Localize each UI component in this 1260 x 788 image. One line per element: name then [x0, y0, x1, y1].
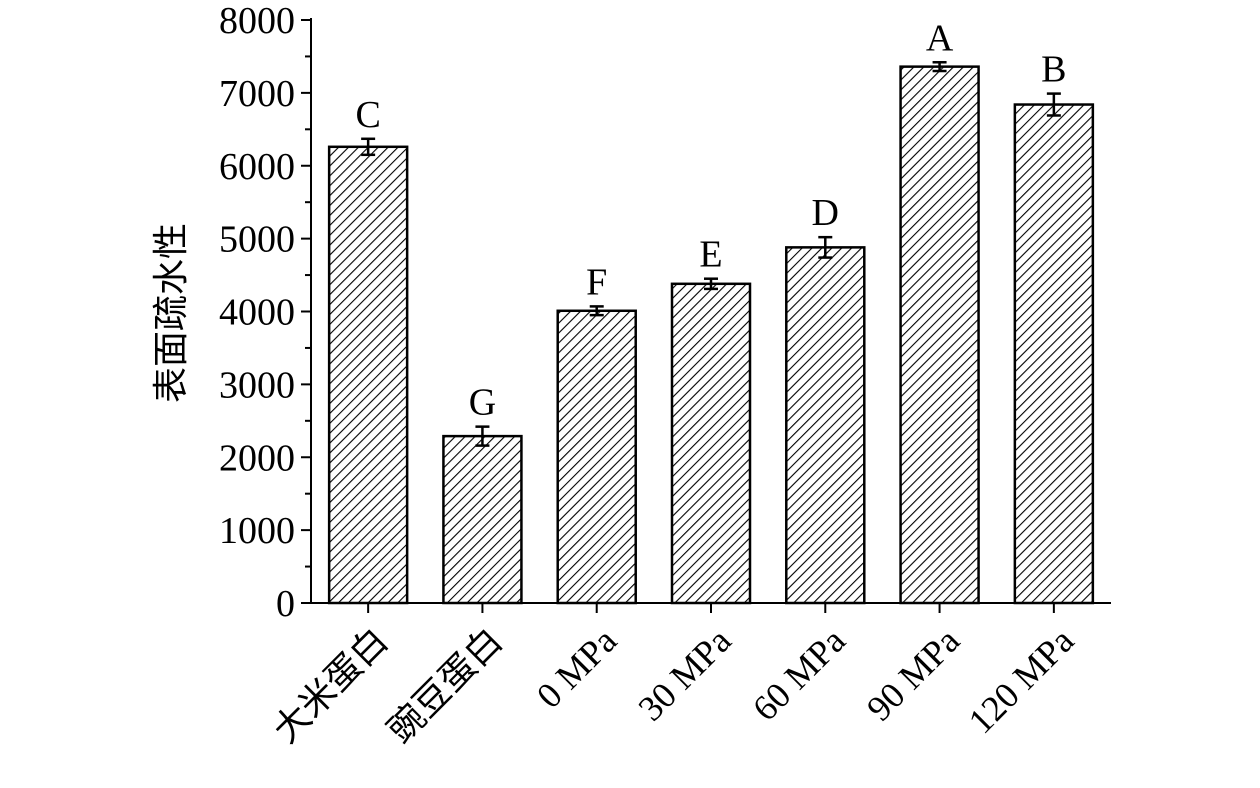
significance-letter: A — [926, 17, 954, 59]
y-tick-label: 0 — [276, 583, 295, 625]
y-tick-label: 2000 — [219, 437, 295, 479]
bar — [670, 282, 752, 605]
y-tick-label: 5000 — [219, 219, 295, 261]
y-tick-label: 3000 — [219, 364, 295, 406]
y-tick-label: 4000 — [219, 292, 295, 334]
x-tick-label: 120 MPa — [961, 620, 1082, 741]
significance-letter: G — [469, 382, 496, 424]
y-tick-label: 8000 — [219, 0, 295, 42]
significance-letter: F — [586, 261, 607, 303]
y-axis-label: 表面疏水性 — [151, 223, 192, 403]
y-tick-label: 7000 — [219, 73, 295, 115]
x-tick-label: 豌豆蛋白 — [380, 620, 510, 750]
x-tick-label: 0 MPa — [529, 620, 624, 715]
bars — [327, 61, 1095, 605]
significance-letter: D — [812, 192, 839, 234]
x-tick-label: 大米蛋白 — [266, 620, 396, 750]
significance-letter: E — [699, 234, 722, 276]
bar — [1013, 103, 1095, 605]
bar — [899, 65, 980, 605]
significance-letter: C — [355, 94, 380, 136]
significance-letter: B — [1041, 49, 1066, 91]
x-tick-label: 30 MPa — [630, 620, 738, 728]
bar — [556, 309, 637, 605]
bar — [442, 434, 523, 605]
bar — [327, 145, 409, 605]
y-tick-label: 1000 — [219, 510, 295, 552]
bar — [785, 246, 866, 605]
x-tick-label: 90 MPa — [859, 620, 967, 728]
y-tick-label: 6000 — [219, 146, 295, 188]
x-tick-label: 60 MPa — [745, 620, 853, 728]
